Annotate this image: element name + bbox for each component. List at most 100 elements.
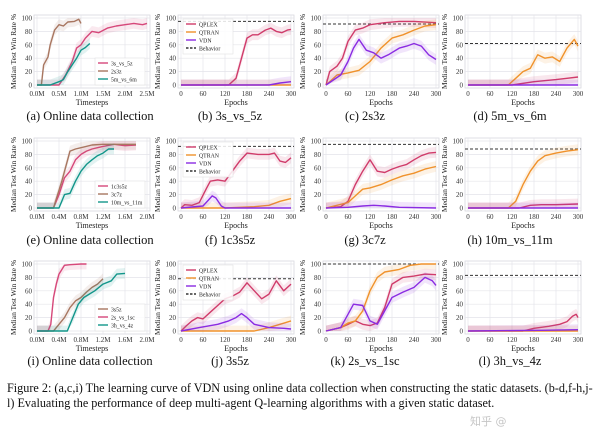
legend: QPLEX QTRAN VDN Behavior xyxy=(182,18,234,55)
x-tick-label: 180 xyxy=(242,336,253,344)
y-tick-label: 20 xyxy=(456,68,464,76)
subfigure-caption-i: (i) Online data collection xyxy=(27,354,153,368)
x-axis-label: Epochs xyxy=(224,98,248,107)
series-band-QTRAN xyxy=(181,79,291,85)
x-axis-label: Epochs xyxy=(369,344,393,353)
series-band-QPLEX xyxy=(468,198,578,208)
y-tick-label: 40 xyxy=(25,55,33,63)
y-tick-label: 0 xyxy=(318,82,322,90)
x-tick-label: 300 xyxy=(573,213,584,221)
y-axis-label: Median Test Win Rate % xyxy=(9,14,18,89)
y-tick-label: 60 xyxy=(169,164,177,172)
x-tick-label: 120 xyxy=(220,336,231,344)
x-tick-label: 120 xyxy=(507,336,518,344)
series-line-QTRAN xyxy=(468,149,579,209)
x-tick-label: 60 xyxy=(200,213,208,221)
x-tick-label: 180 xyxy=(529,90,540,98)
series-band-QTRAN xyxy=(181,315,291,331)
y-tick-label: 100 xyxy=(311,15,322,23)
legend-label: VDN xyxy=(199,38,212,44)
figure-caption: Figure 2: (a,c,i) The learning curve of … xyxy=(7,381,593,410)
y-axis-label: Median Test Win Rate % xyxy=(440,137,449,212)
x-tick-label: 120 xyxy=(220,90,231,98)
y-tick-label: 60 xyxy=(456,164,464,172)
series-band-QPLEX xyxy=(326,147,436,208)
y-tick-label: 20 xyxy=(169,314,177,322)
series-band-QTRAN xyxy=(326,264,436,331)
series-band-VDN xyxy=(181,190,291,208)
legend-label: 3c7z xyxy=(111,192,122,198)
series-band-QPLEX xyxy=(181,275,291,331)
x-tick-label: 300 xyxy=(573,336,584,344)
x-tick-label: 240 xyxy=(264,213,275,221)
x-tick-label: 0.0M xyxy=(30,336,46,344)
y-tick-label: 80 xyxy=(314,28,322,36)
x-tick-label: 60 xyxy=(487,336,495,344)
x-tick-label: 0.0M xyxy=(30,90,46,98)
x-tick-label: 2.0M xyxy=(140,213,156,221)
x-tick-label: 240 xyxy=(409,90,420,98)
series-band-QTRAN xyxy=(326,19,436,85)
series-line-2s3z xyxy=(37,18,82,86)
panel-g: 0 20 40 60 80 100 0 60 120 180 240 300 Epochs Median … xyxy=(298,137,442,230)
y-tick-label: 100 xyxy=(453,15,464,23)
legend-box xyxy=(182,141,234,178)
x-tick-label: 240 xyxy=(264,90,275,98)
series-band-VDN xyxy=(326,272,436,331)
x-tick-label: 300 xyxy=(286,90,297,98)
y-tick-label: 20 xyxy=(25,191,33,199)
y-tick-label: 80 xyxy=(456,274,464,282)
panel-h: 0 20 40 60 80 100 0 60 120 180 240 300 Epochs Median … xyxy=(440,137,584,230)
y-tick-label: 80 xyxy=(169,274,177,282)
y-tick-label: 40 xyxy=(314,301,322,309)
series-band-VDN xyxy=(181,76,291,85)
x-tick-label: 180 xyxy=(529,213,540,221)
y-tick-label: 40 xyxy=(169,178,177,186)
subfigure-caption-b: (b) 3s_vs_5z xyxy=(197,109,263,123)
subfigure-caption-f: (f) 1c3s5z xyxy=(204,233,256,247)
y-tick-label: 100 xyxy=(22,261,33,269)
y-tick-label: 100 xyxy=(166,261,177,269)
y-tick-label: 60 xyxy=(25,41,33,49)
x-tick-label: 60 xyxy=(200,336,208,344)
y-tick-label: 80 xyxy=(169,28,177,36)
watermark: 知乎 @ xyxy=(470,415,507,428)
legend: 1c3s5z 3c7z 10m_vs_11m xyxy=(94,180,146,209)
y-tick-label: 60 xyxy=(314,164,322,172)
series-band-3c7z xyxy=(37,141,136,208)
series-band-VDN xyxy=(468,79,578,85)
y-axis-label: Median Test Win Rate % xyxy=(153,137,162,212)
x-tick-label: 0 xyxy=(324,90,328,98)
x-tick-label: 120 xyxy=(365,90,376,98)
subfigure-caption-k: (k) 2s_vs_1sc xyxy=(330,354,400,368)
x-tick-label: 240 xyxy=(551,90,562,98)
y-axis-label: Median Test Win Rate % xyxy=(153,260,162,335)
x-tick-label: 1.0M xyxy=(74,90,90,98)
y-tick-label: 40 xyxy=(314,178,322,186)
y-tick-label: 100 xyxy=(166,15,177,23)
y-tick-label: 80 xyxy=(25,151,33,159)
x-tick-label: 60 xyxy=(487,90,495,98)
x-tick-label: 60 xyxy=(345,90,353,98)
series-line-QPLEX xyxy=(325,20,437,86)
y-tick-label: 100 xyxy=(311,138,322,146)
x-tick-label: 2.0M xyxy=(118,90,134,98)
series-band-QPLEX xyxy=(181,147,291,208)
subfigure-caption-l: (l) 3h_vs_4z xyxy=(478,354,542,368)
legend-label: VDN xyxy=(199,284,212,290)
y-tick-label: 0 xyxy=(29,205,33,213)
series-band-5m_vs_6m xyxy=(37,38,90,85)
panel-i: 0 20 40 60 80 100 0.0M 0.4M 0.8M 1.2M 1.6M 2.0M Time… xyxy=(9,260,155,353)
y-tick-label: 100 xyxy=(22,15,33,23)
legend-label: VDN xyxy=(199,161,212,167)
x-tick-label: 180 xyxy=(387,213,398,221)
x-tick-label: 0 xyxy=(324,336,328,344)
y-tick-label: 0 xyxy=(460,328,464,336)
series-band-2s3z xyxy=(37,18,81,85)
x-tick-label: 1.6M xyxy=(118,336,134,344)
y-tick-label: 0 xyxy=(29,328,33,336)
y-tick-label: 20 xyxy=(169,68,177,76)
y-tick-label: 20 xyxy=(314,68,322,76)
x-axis-label: Timesteps xyxy=(76,344,109,353)
y-tick-label: 20 xyxy=(314,191,322,199)
